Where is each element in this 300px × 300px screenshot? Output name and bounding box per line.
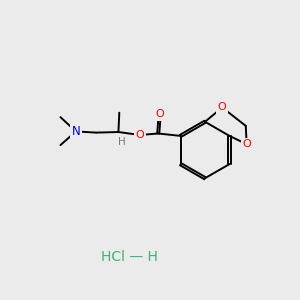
- Text: O: O: [135, 130, 144, 140]
- Text: O: O: [155, 109, 164, 119]
- Text: N: N: [71, 125, 80, 138]
- Text: O: O: [242, 139, 251, 149]
- Text: HCl — H: HCl — H: [101, 250, 158, 264]
- Text: O: O: [218, 103, 226, 112]
- Text: H: H: [118, 136, 125, 146]
